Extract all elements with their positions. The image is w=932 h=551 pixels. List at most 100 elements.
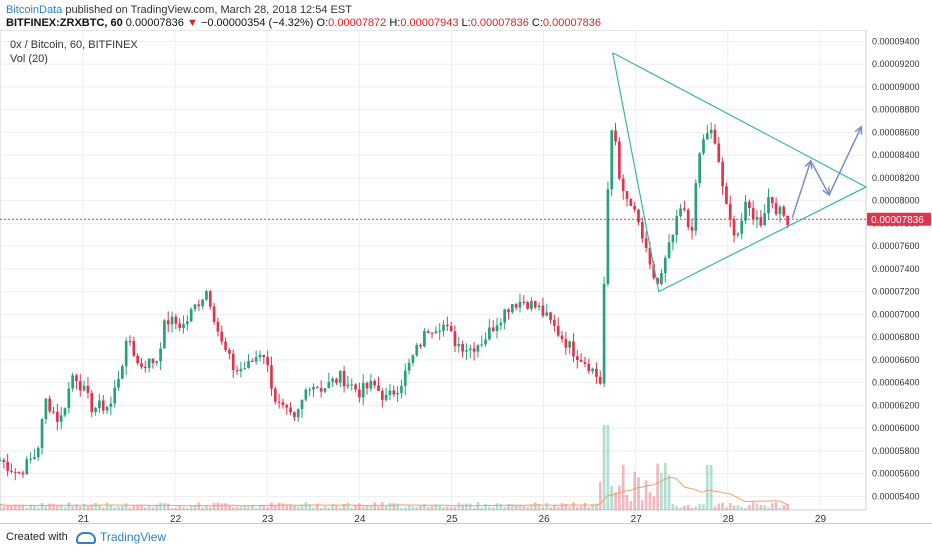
last-price-tag: 0.00007836	[867, 212, 931, 226]
candle-body	[140, 363, 143, 367]
volume-bar	[419, 505, 422, 510]
volume-bar	[44, 506, 48, 510]
candle-body	[725, 186, 728, 204]
candle-body	[71, 375, 74, 389]
close-label: C:	[531, 17, 543, 29]
candle-body	[277, 401, 281, 403]
volume-bar	[392, 503, 396, 510]
open-value: 0.00007872	[328, 17, 387, 29]
high-label: H:	[389, 17, 401, 29]
volume-bar	[583, 502, 587, 510]
volume-bar	[614, 491, 617, 510]
candle-body	[388, 390, 392, 395]
volume-bar	[354, 504, 357, 510]
candle-body	[713, 129, 717, 144]
volume-bar	[243, 505, 247, 510]
candle-body	[591, 368, 594, 372]
candle-body	[335, 378, 338, 383]
volume-bar	[556, 506, 560, 510]
candle-body	[606, 189, 610, 284]
volume-bar	[258, 504, 262, 510]
grid	[0, 30, 866, 510]
candle-body	[186, 321, 189, 325]
candle-body	[44, 398, 48, 420]
volume-bar	[113, 507, 117, 510]
projection-arrow	[810, 160, 830, 196]
volume-bar	[499, 503, 503, 510]
candle-body	[419, 345, 422, 347]
volume-bar	[105, 502, 109, 510]
volume-bar	[48, 503, 52, 510]
candle-body	[273, 388, 277, 402]
candle-body	[113, 387, 117, 404]
volume-bar	[748, 505, 751, 510]
volume-bar	[652, 496, 656, 510]
volume-bar	[365, 506, 369, 510]
volume-bar	[702, 504, 705, 510]
candle-body	[549, 312, 552, 321]
volume-bar	[289, 504, 292, 510]
volume-bar	[449, 507, 453, 510]
high-value: 0.00007943	[400, 17, 459, 29]
plot-border	[0, 30, 867, 511]
candle-body	[667, 242, 671, 258]
volume-bar	[430, 506, 434, 510]
volume-bar	[457, 502, 461, 510]
volume-bar	[442, 507, 445, 510]
candle-body	[289, 407, 292, 413]
candle-body	[174, 316, 178, 324]
candle-body	[770, 196, 774, 204]
candle-body	[243, 368, 247, 370]
x-tick-label: 21	[78, 514, 90, 523]
candle-body	[572, 341, 575, 357]
tradingview-logo[interactable]: TradingView	[76, 530, 166, 544]
y-tick-label: 0.00008400	[872, 150, 920, 160]
volume-bar	[686, 504, 690, 510]
tradingview-brand: TradingView	[100, 530, 167, 544]
candle-body	[633, 206, 637, 210]
volume-bar	[308, 504, 312, 510]
pane-title: 0x / Bitcoin, 60, BITFINEX	[10, 39, 138, 51]
volume-bar	[231, 507, 235, 510]
candle-body	[124, 340, 128, 367]
volume-bar	[709, 465, 713, 510]
volume-bar	[319, 507, 323, 510]
projection-arrow	[791, 160, 812, 218]
volume-bar	[553, 505, 556, 510]
volume-bar	[579, 505, 583, 510]
candle-body	[101, 400, 105, 411]
y-tick-label: 0.00008200	[872, 173, 920, 183]
volume-bar	[373, 502, 377, 510]
x-tick-label: 22	[170, 514, 182, 523]
volume-bars	[0, 425, 789, 510]
volume-bar	[575, 506, 579, 510]
candle-body	[648, 247, 652, 265]
candle-body	[136, 355, 139, 364]
volume-bar	[323, 506, 327, 510]
candle-body	[281, 402, 285, 406]
y-tick-label: 0.00008600	[872, 127, 920, 137]
volume-bar	[266, 507, 269, 510]
candle-body	[143, 366, 147, 369]
candle-body	[132, 340, 136, 356]
candle-body	[212, 306, 216, 322]
volume-bar	[163, 502, 166, 510]
candle-body	[514, 304, 518, 308]
candle-body	[151, 358, 155, 364]
volume-bar	[545, 503, 549, 510]
volume-bar	[10, 505, 13, 510]
candle-body	[545, 312, 549, 316]
down-triangle-icon: ▼	[186, 17, 198, 29]
candle-body	[400, 385, 403, 393]
candle-body	[312, 387, 315, 390]
candle-body	[250, 361, 254, 363]
candle-body	[56, 411, 59, 422]
price-chart[interactable]: 0x / Bitcoin, 60, BITFINEX Vol (20) 0.00…	[0, 30, 932, 523]
candle-body	[449, 326, 453, 332]
candle-body	[392, 390, 396, 395]
author-link[interactable]: BitcoinData	[6, 4, 63, 16]
volume-bar	[78, 506, 82, 510]
candle-body	[319, 388, 323, 392]
volume-bar	[667, 475, 671, 510]
volume-bar	[774, 502, 778, 510]
